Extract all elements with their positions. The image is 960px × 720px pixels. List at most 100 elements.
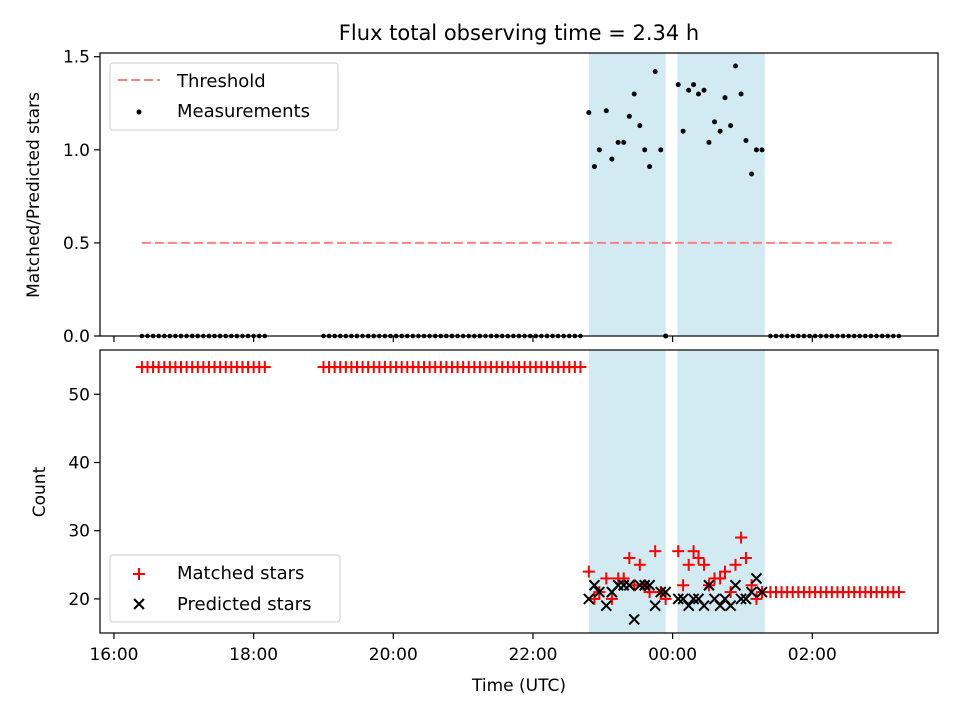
legend-predicted-swatch [133, 598, 145, 610]
chart-title: Flux total observing time = 2.34 h [339, 21, 699, 45]
x-tick-label: 20:00 [369, 645, 418, 665]
top-observing-windows [588, 53, 765, 336]
measurement-point [642, 147, 648, 153]
measurement-point [658, 147, 664, 153]
predicted-star-marker-b [698, 600, 710, 612]
measurement-point [732, 63, 738, 69]
legend-measurements-swatch [136, 109, 142, 115]
matched-star-marker [750, 592, 763, 605]
measurement-point [626, 113, 632, 119]
x-tick-label: 16:00 [89, 645, 138, 665]
y-tick-label: 0.0 [63, 327, 90, 347]
matched-star-marker [582, 565, 595, 578]
predicted-star-marker [735, 593, 747, 605]
matched-star-marker [672, 545, 685, 558]
matched-star-marker [739, 551, 752, 564]
measurement-point [753, 147, 759, 153]
matched-star-marker [719, 565, 732, 578]
predicted-star-marker-b [628, 613, 640, 626]
predicted-star-marker-b [735, 593, 747, 605]
matched-star-marker [600, 572, 613, 585]
predicted-star-marker-b [659, 586, 672, 598]
predicted-star-marker-b [655, 586, 667, 598]
matched-star-marker [574, 361, 587, 374]
observing-window-shade [677, 53, 765, 336]
legend-predicted-label: Predicted stars [177, 594, 311, 615]
top-y-ticks: 0.0 0.5 1.0 1.5 [63, 48, 100, 347]
bottom-axes-frame [99, 349, 939, 634]
predicted-star-marker-b [588, 579, 601, 591]
predicted-star-marker [750, 572, 763, 585]
predicted-star-marker-b [729, 579, 742, 591]
measurement-point [738, 91, 744, 97]
predicted-star-marker [724, 600, 737, 612]
predicted-star-marker [756, 586, 768, 598]
predicted-star-marker [593, 586, 606, 598]
predicted-star-marker-b [745, 586, 758, 598]
legend-matched-label: Matched stars [177, 563, 304, 584]
measurement-point [743, 138, 749, 144]
bottom-y-ticks: 20 30 40 50 [68, 385, 100, 610]
predicted-star-marker-b [687, 593, 700, 605]
predicted-star-marker [634, 579, 646, 591]
predicted-star-marker-b [708, 593, 721, 605]
matched-star-marker [633, 558, 646, 571]
predicted-star-marker [729, 579, 742, 591]
measurement-point [615, 139, 621, 145]
predicted-star-marker [682, 600, 695, 612]
matched-star-marker [687, 545, 700, 558]
matched-star-marker [692, 551, 705, 564]
predicted-star-marker-b [714, 600, 726, 612]
matched-star-marker [698, 558, 711, 571]
predicted-star-marker [687, 593, 700, 605]
y-tick-label: 20 [68, 590, 90, 610]
top-y-axis-label: Matched/Predicted stars [24, 92, 44, 298]
predicted-star-marker [745, 586, 758, 598]
matched-star-marker [649, 545, 662, 558]
measurement-point [609, 156, 615, 162]
predicted-star-marker-b [600, 600, 612, 612]
matched-stars-markers [135, 361, 905, 605]
predicted-star-marker-b [672, 593, 684, 605]
matched-star-marker [729, 558, 742, 571]
predicted-star-marker [623, 579, 636, 591]
measurement-point [686, 87, 692, 93]
x-tick-label: 22:00 [508, 645, 557, 665]
measurement-point [637, 123, 643, 129]
predicted-star-marker [583, 593, 595, 605]
measurement-point [603, 108, 609, 114]
top-legend: Threshold Measurements [109, 62, 339, 131]
matched-star-marker [892, 586, 905, 599]
bottom-observing-windows [588, 350, 765, 633]
bottom-legend-box [109, 554, 341, 623]
predicted-star-marker [588, 579, 601, 591]
predicted-star-marker-b [623, 579, 636, 591]
measurement-point [749, 171, 755, 177]
predicted-star-marker [600, 600, 612, 612]
predicted-star-marker [638, 579, 651, 591]
predicted-star-marker [703, 579, 715, 591]
measurement-point [621, 139, 627, 145]
top-legend-box [109, 62, 339, 131]
matched-star-marker [677, 579, 690, 592]
bottom-legend: Matched stars Predicted stars [109, 554, 341, 623]
y-tick-label: 1.0 [63, 141, 90, 161]
measurement-point [701, 87, 707, 93]
predicted-star-marker [714, 600, 726, 612]
predicted-star-marker-b [643, 579, 656, 591]
measurement-point [652, 69, 658, 75]
predicted-star-marker-b [682, 600, 695, 612]
matched-star-marker [643, 586, 656, 599]
x-tick-label: 02:00 [788, 645, 837, 665]
matched-star-marker [735, 531, 748, 544]
legend-threshold-label: Threshold [176, 71, 266, 92]
measurement-point [586, 110, 592, 116]
measurement-point [722, 95, 728, 101]
predicted-star-marker-b [719, 593, 731, 605]
measurement-point [728, 123, 734, 129]
y-tick-label: 30 [68, 522, 90, 542]
legend-matched-swatch [133, 568, 145, 580]
observing-window-shade [588, 53, 666, 336]
matched-star-marker [605, 592, 618, 605]
